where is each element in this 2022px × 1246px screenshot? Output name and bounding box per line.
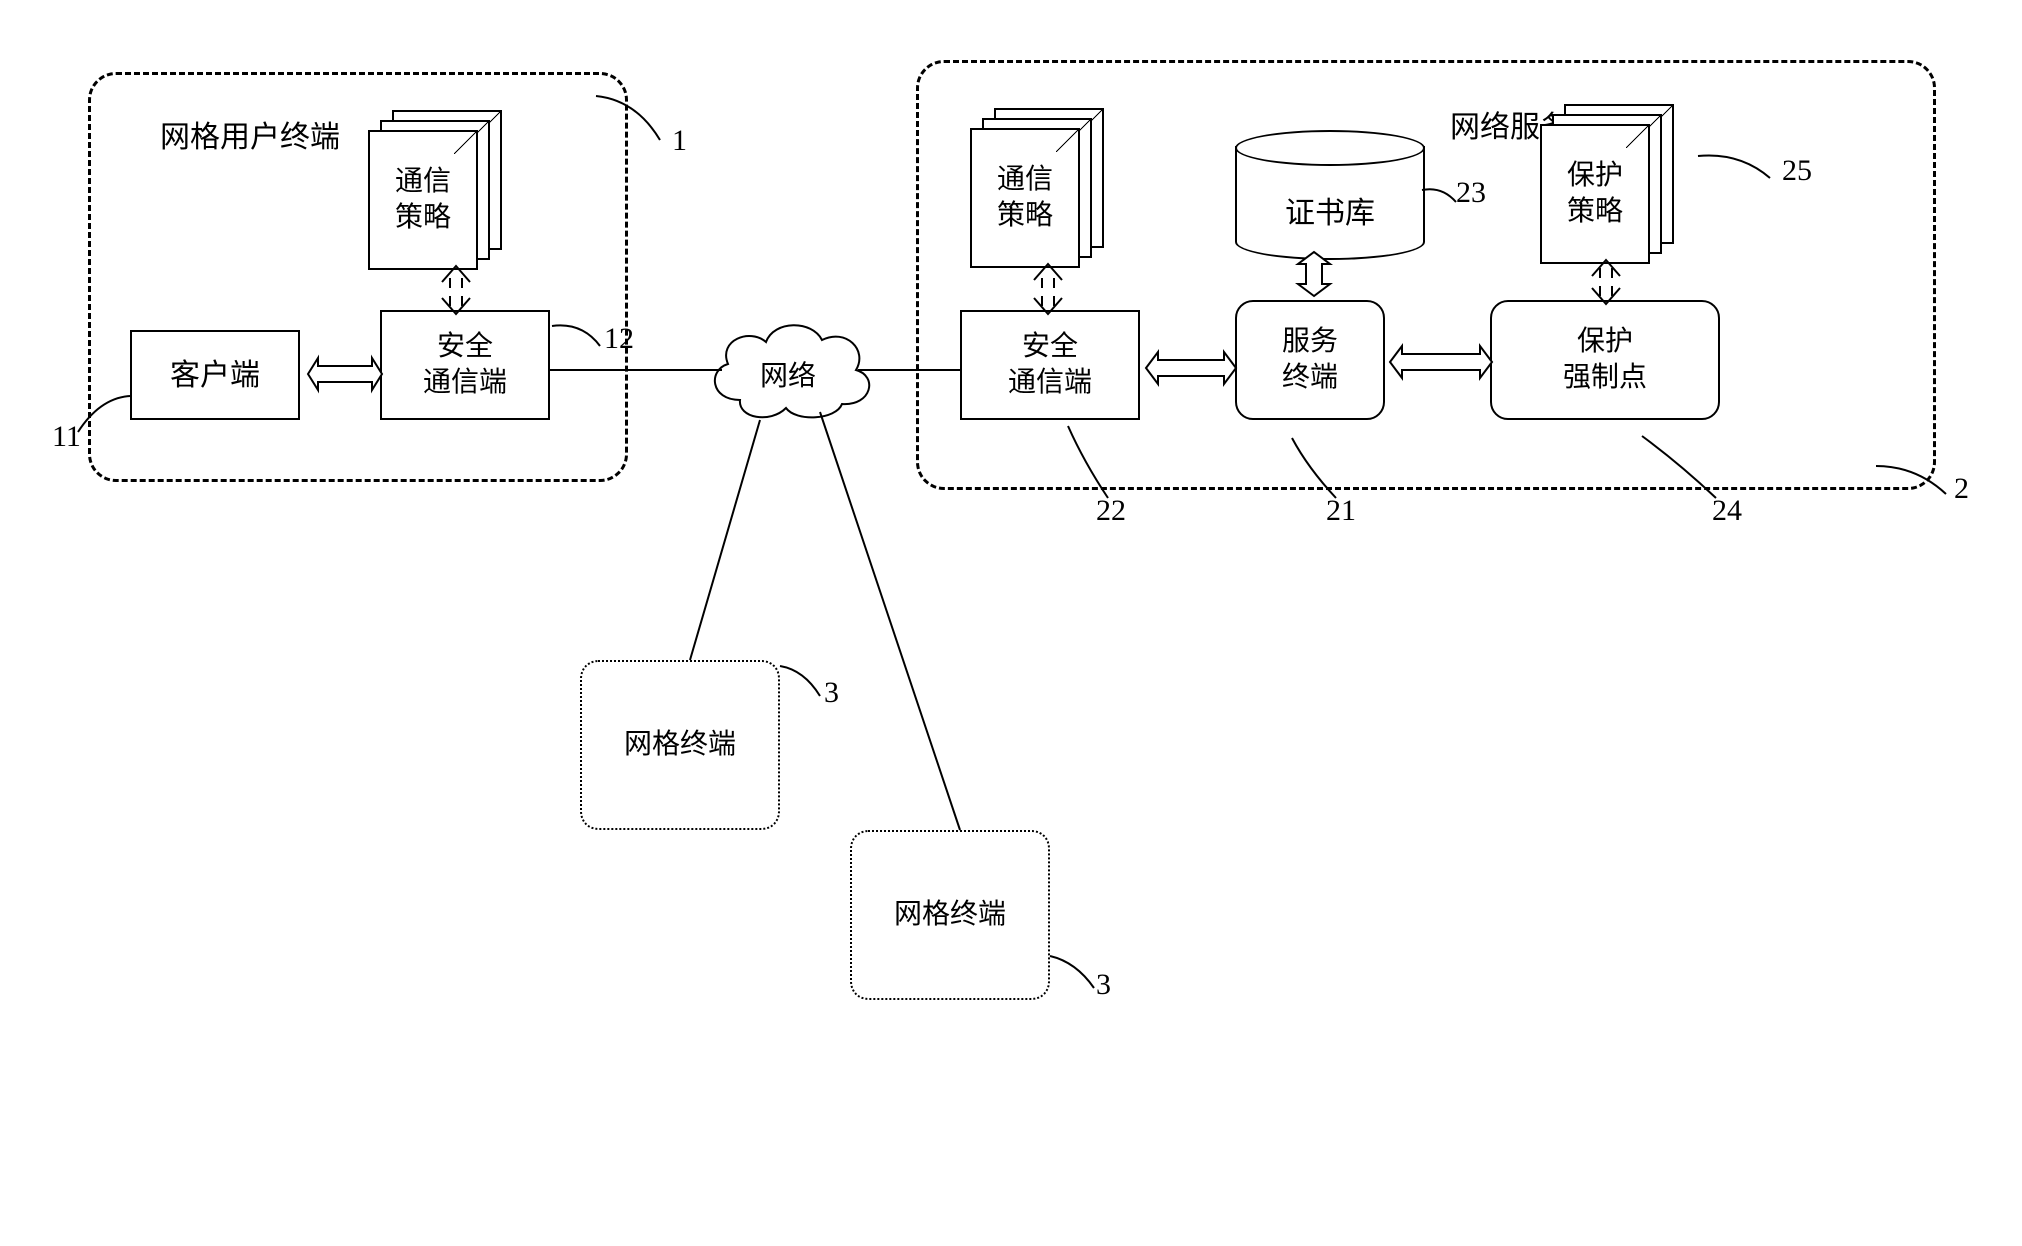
label-21: 21: [1326, 494, 1356, 528]
label-12: 12: [604, 322, 634, 356]
label-3b: 3: [1096, 968, 1111, 1002]
protect-policy-doc: 保护 策略: [1540, 104, 1690, 264]
sec-comm-right-box: 安全 通信端: [960, 310, 1140, 420]
diagram-canvas: 网格用户终端 网络服务端 客户端 安全 通信端 通信 策略 安全 通信端 通信 …: [0, 0, 2022, 1246]
comm-policy-left-doc: 通信 策略: [368, 110, 518, 270]
sec-comm-left-box: 安全 通信端: [380, 310, 550, 420]
label-23: 23: [1456, 176, 1486, 210]
label-11: 11: [52, 420, 81, 454]
client-terminal-title: 网格用户终端: [160, 112, 340, 156]
label-25: 25: [1782, 154, 1812, 188]
edge-network-grid1: [690, 420, 760, 660]
network-cloud: 网络: [700, 310, 880, 420]
comm-policy-right-doc: 通信 策略: [970, 108, 1120, 268]
leader-3b: [1050, 956, 1094, 988]
grid-terminal-2: 网格终端: [850, 830, 1050, 1000]
leader-3a: [780, 666, 820, 696]
service-terminal-box: 服务 终端: [1235, 300, 1385, 420]
label-24: 24: [1712, 494, 1742, 528]
label-22: 22: [1096, 494, 1126, 528]
client-box: 客户端: [130, 330, 300, 420]
cert-db-cylinder: 证书库: [1235, 130, 1425, 260]
label-3a: 3: [824, 676, 839, 710]
grid-terminal-1: 网格终端: [580, 660, 780, 830]
label-2: 2: [1954, 472, 1969, 506]
protect-point-box: 保护 强制点: [1490, 300, 1720, 420]
label-1: 1: [672, 124, 687, 158]
